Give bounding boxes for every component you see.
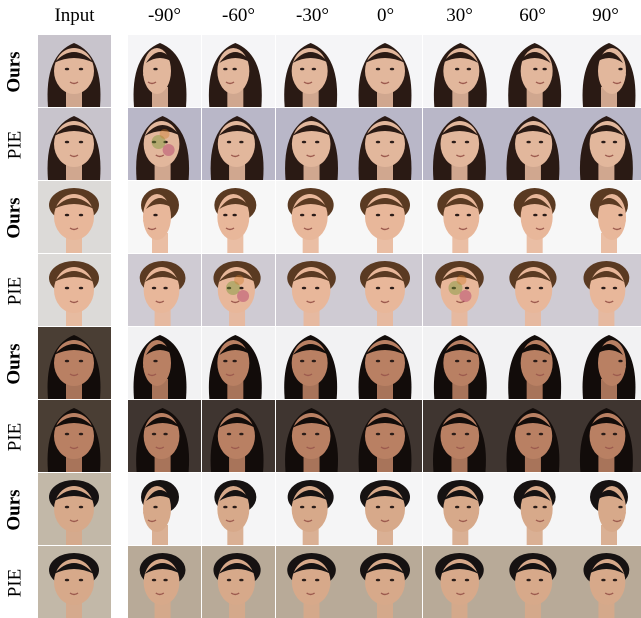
rotated-face-image xyxy=(128,546,201,618)
rotated-face-image xyxy=(128,35,201,107)
rotated-face-image xyxy=(276,108,349,180)
rotated-face-image xyxy=(496,254,569,326)
column-header-angle-neg60: -60° xyxy=(222,5,255,26)
rotated-face-image xyxy=(423,254,496,326)
rotated-face-image xyxy=(423,400,496,472)
rotated-face-image xyxy=(349,327,422,399)
rotated-face-image xyxy=(496,546,569,618)
row-label: Ours xyxy=(4,196,25,239)
input-face-image xyxy=(38,35,111,107)
input-face-image xyxy=(38,546,111,618)
rotated-face-image xyxy=(569,108,641,180)
rotated-face-image xyxy=(276,327,349,399)
rotated-face-image xyxy=(569,35,641,107)
rotated-face-image xyxy=(496,35,569,107)
rotated-face-image xyxy=(349,254,422,326)
row-label: PIE xyxy=(4,276,25,305)
rotated-face-image xyxy=(423,108,496,180)
rotated-face-image xyxy=(349,546,422,618)
rotated-face-image xyxy=(128,108,201,180)
rotated-face-image xyxy=(202,400,275,472)
input-face-image xyxy=(38,400,111,472)
rotated-face-image xyxy=(276,254,349,326)
rotated-face-image xyxy=(349,473,422,545)
rotated-face-image xyxy=(276,473,349,545)
rotated-face-image xyxy=(128,181,201,253)
rotated-face-image xyxy=(128,400,201,472)
rotated-face-image xyxy=(276,546,349,618)
column-header-angle-60: 60° xyxy=(519,5,546,26)
column-header-angle-0: 0° xyxy=(376,5,395,26)
rotated-face-image xyxy=(276,35,349,107)
input-face-image xyxy=(38,254,111,326)
column-header-angle-30: 30° xyxy=(446,5,473,26)
row-label: Ours xyxy=(4,50,25,93)
rotated-face-image xyxy=(202,254,275,326)
rotated-face-image xyxy=(423,546,496,618)
rotated-face-image xyxy=(349,108,422,180)
input-face-image xyxy=(38,181,111,253)
rotated-face-image xyxy=(202,181,275,253)
rotated-face-image xyxy=(569,400,641,472)
column-header-angle-90: 90° xyxy=(592,5,619,26)
rotated-face-image xyxy=(128,254,201,326)
rotated-face-image xyxy=(569,546,641,618)
row-label: Ours xyxy=(4,488,25,531)
column-header-angle-neg90: -90° xyxy=(148,5,181,26)
rotated-face-image xyxy=(349,181,422,253)
rotated-face-image xyxy=(349,35,422,107)
rotated-face-image xyxy=(202,35,275,107)
rotated-face-image xyxy=(496,473,569,545)
rotated-face-image xyxy=(202,108,275,180)
rotated-face-image xyxy=(569,181,641,253)
rotated-face-image xyxy=(202,327,275,399)
rotated-face-image xyxy=(496,181,569,253)
row-label: PIE xyxy=(4,568,25,597)
row-label: PIE xyxy=(4,422,25,451)
rotated-face-image xyxy=(202,546,275,618)
rotated-face-image xyxy=(569,254,641,326)
column-header-input: Input xyxy=(54,5,95,26)
rotated-face-image xyxy=(276,400,349,472)
row-label: Ours xyxy=(4,342,25,385)
rotated-face-image xyxy=(496,400,569,472)
rotated-face-image xyxy=(423,181,496,253)
rotated-face-image xyxy=(128,473,201,545)
rotated-face-image xyxy=(349,400,422,472)
rotated-face-image xyxy=(423,473,496,545)
rotated-face-image xyxy=(423,35,496,107)
rotated-face-image xyxy=(423,327,496,399)
rotated-face-image xyxy=(496,108,569,180)
rotated-face-image xyxy=(202,473,275,545)
rotated-face-image xyxy=(128,327,201,399)
rotated-face-image xyxy=(569,327,641,399)
rotated-face-image xyxy=(569,473,641,545)
input-face-image xyxy=(38,473,111,545)
row-label: PIE xyxy=(4,130,25,159)
input-face-image xyxy=(38,327,111,399)
rotated-face-image xyxy=(276,181,349,253)
rotated-face-image xyxy=(496,327,569,399)
column-header-angle-neg30: -30° xyxy=(296,5,329,26)
input-face-image xyxy=(38,108,111,180)
